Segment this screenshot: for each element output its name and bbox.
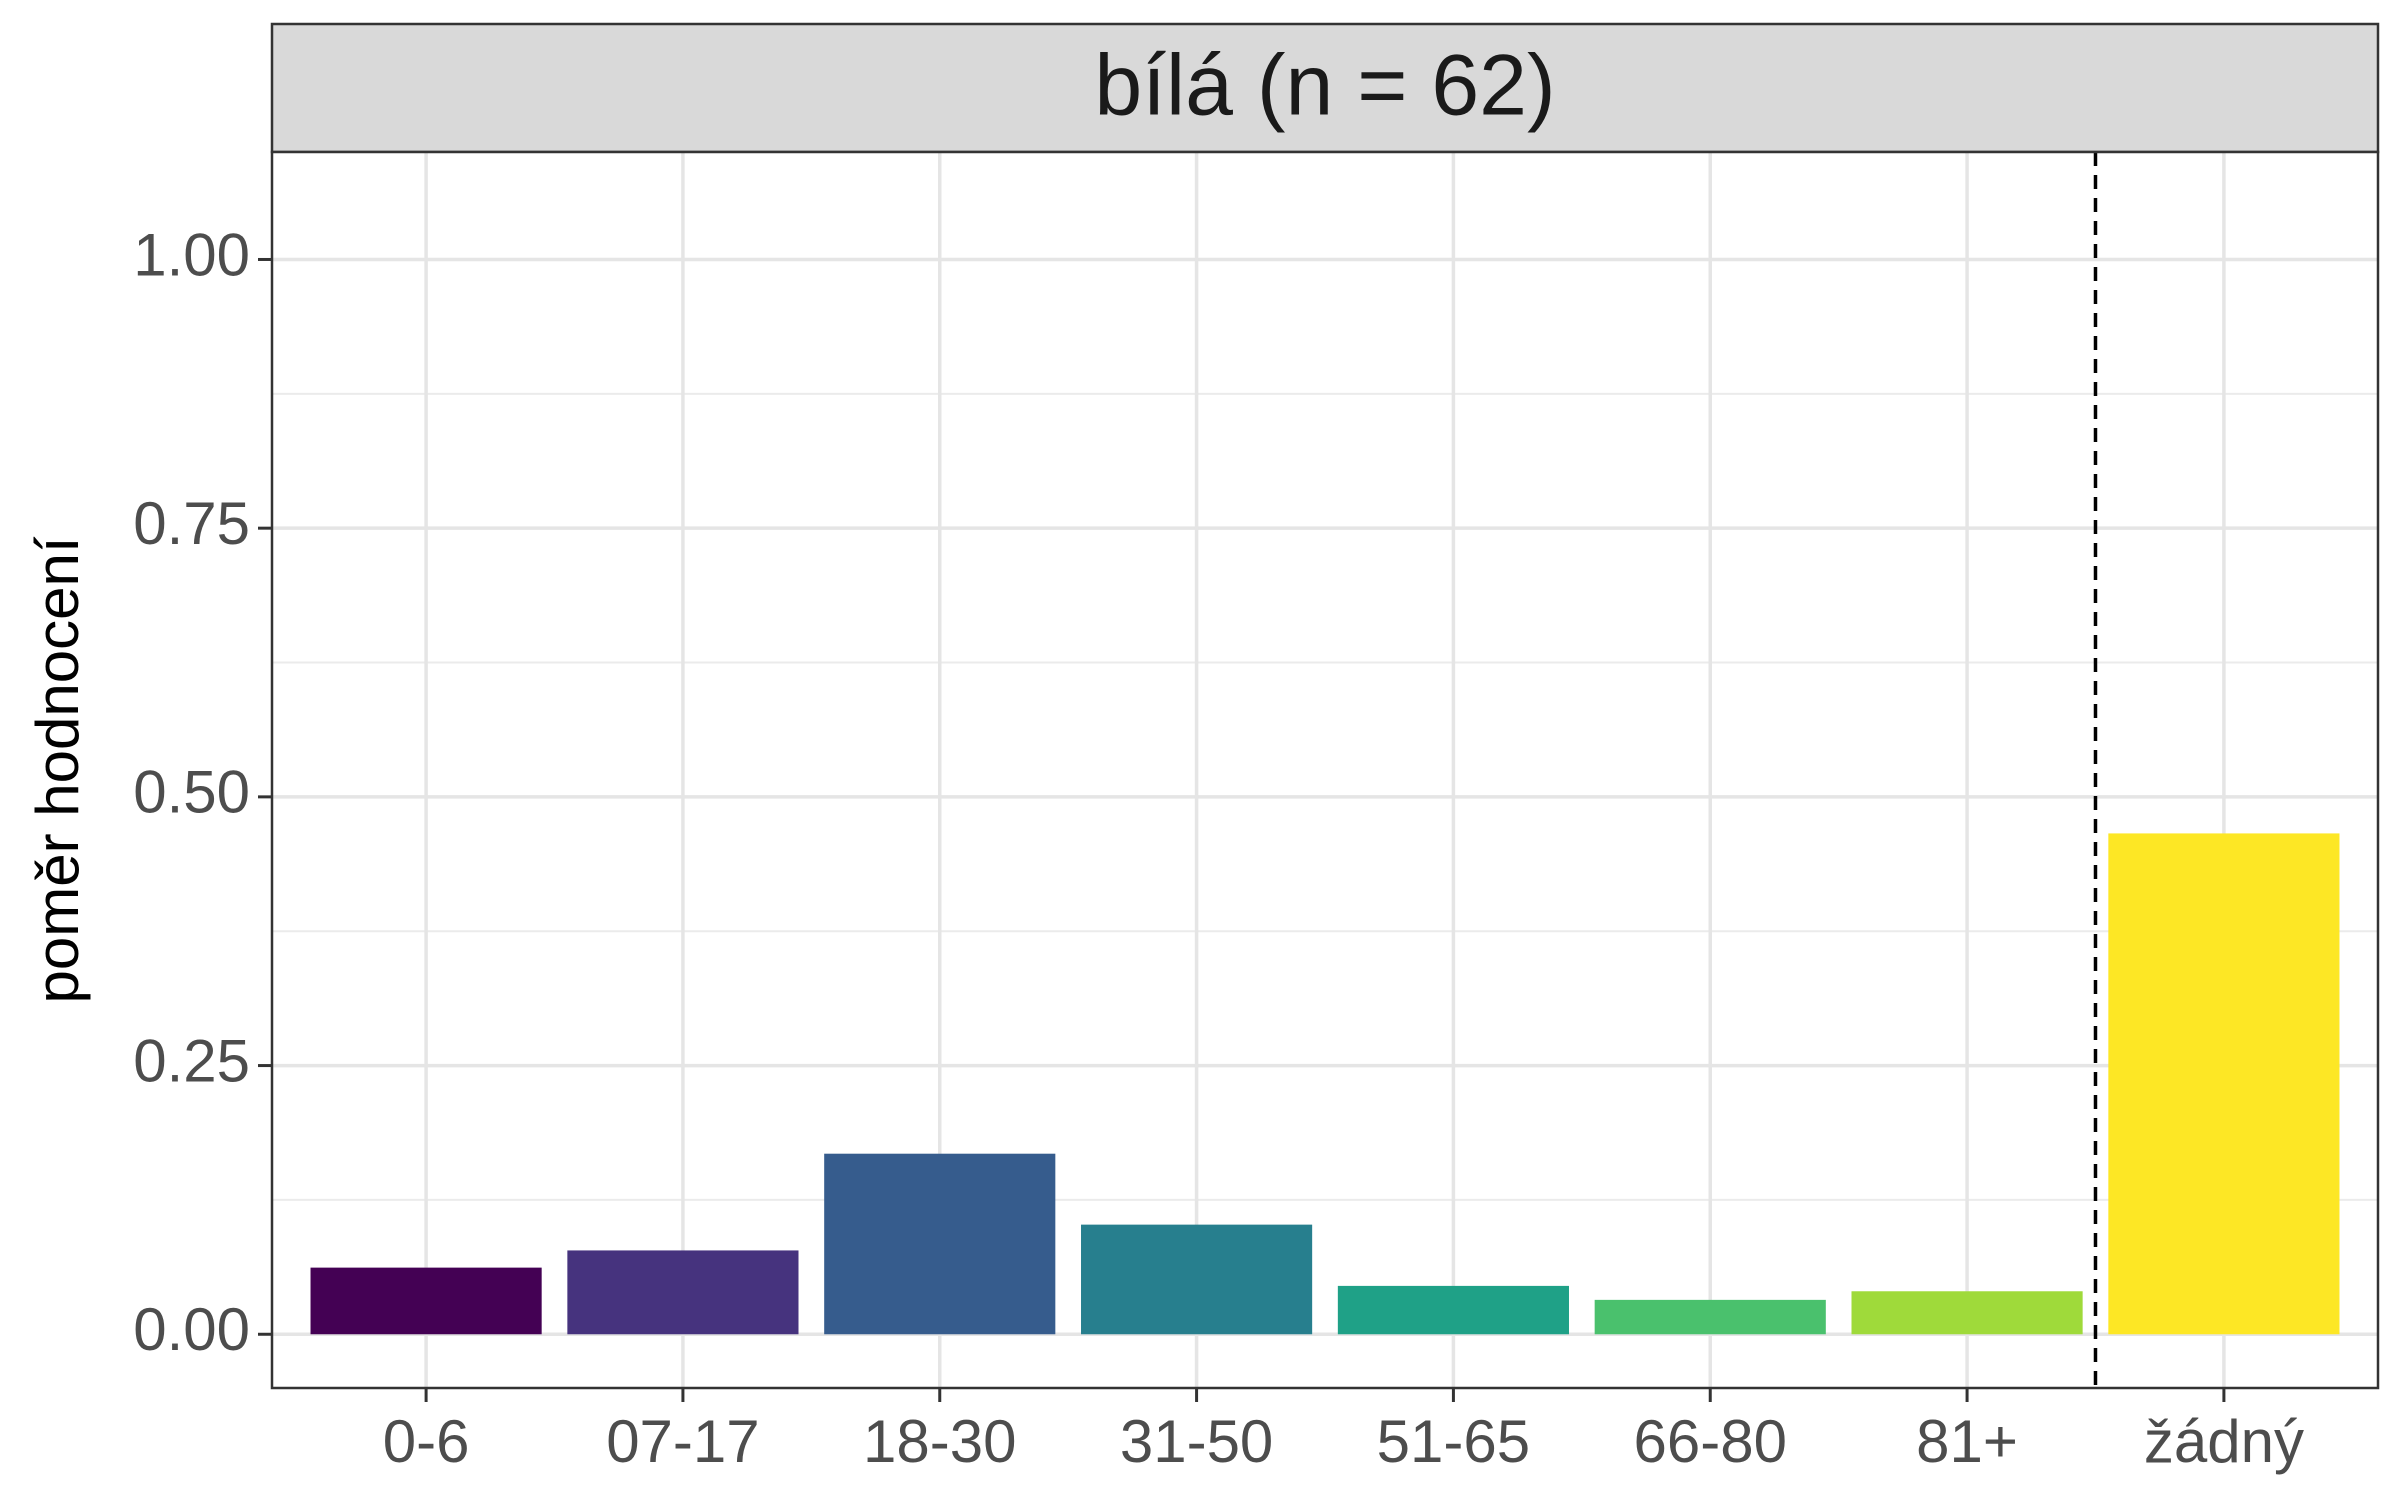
x-tick-label: 31-50 [1120, 1408, 1273, 1475]
facet-title: bílá (n = 62) [1094, 38, 1555, 134]
x-axis: 0-6 07-17 18-30 31-50 51-65 66-80 81+ žádný [383, 1388, 2304, 1475]
x-tick-label: 18-30 [863, 1408, 1016, 1475]
bar [1594, 1299, 1826, 1335]
facet-strip [270, 22, 2380, 154]
minor-gridlines [272, 392, 2378, 1201]
bar [824, 1153, 1056, 1335]
x-tick-label: žádný [2144, 1408, 2304, 1475]
y-tick-label: 1.00 [133, 221, 250, 288]
y-axis: 0.00 0.25 0.50 0.75 1.00 [133, 221, 272, 1363]
bar [1081, 1224, 1313, 1335]
bars [310, 833, 2340, 1335]
y-tick-label: 0.50 [133, 759, 250, 826]
bar [567, 1250, 799, 1335]
bar [310, 1267, 542, 1335]
x-tick-label: 66-80 [1634, 1408, 1787, 1475]
y-tick-label: 0.75 [133, 490, 250, 557]
x-tick-label: 0-6 [383, 1408, 470, 1475]
bar [1851, 1291, 2083, 1335]
x-tick-label: 07-17 [606, 1408, 759, 1475]
bar [1337, 1285, 1569, 1335]
x-tick-label: 51-65 [1377, 1408, 1530, 1475]
y-axis-title: poměr hodnocení [24, 536, 91, 1003]
bar [2108, 833, 2340, 1335]
y-tick-label: 0.00 [133, 1296, 250, 1363]
x-tick-label: 81+ [1916, 1408, 2018, 1475]
major-gridlines [272, 152, 2378, 1388]
plot-panel [272, 152, 2378, 1388]
y-tick-label: 0.25 [133, 1027, 250, 1094]
panel-border [270, 150, 2380, 1390]
